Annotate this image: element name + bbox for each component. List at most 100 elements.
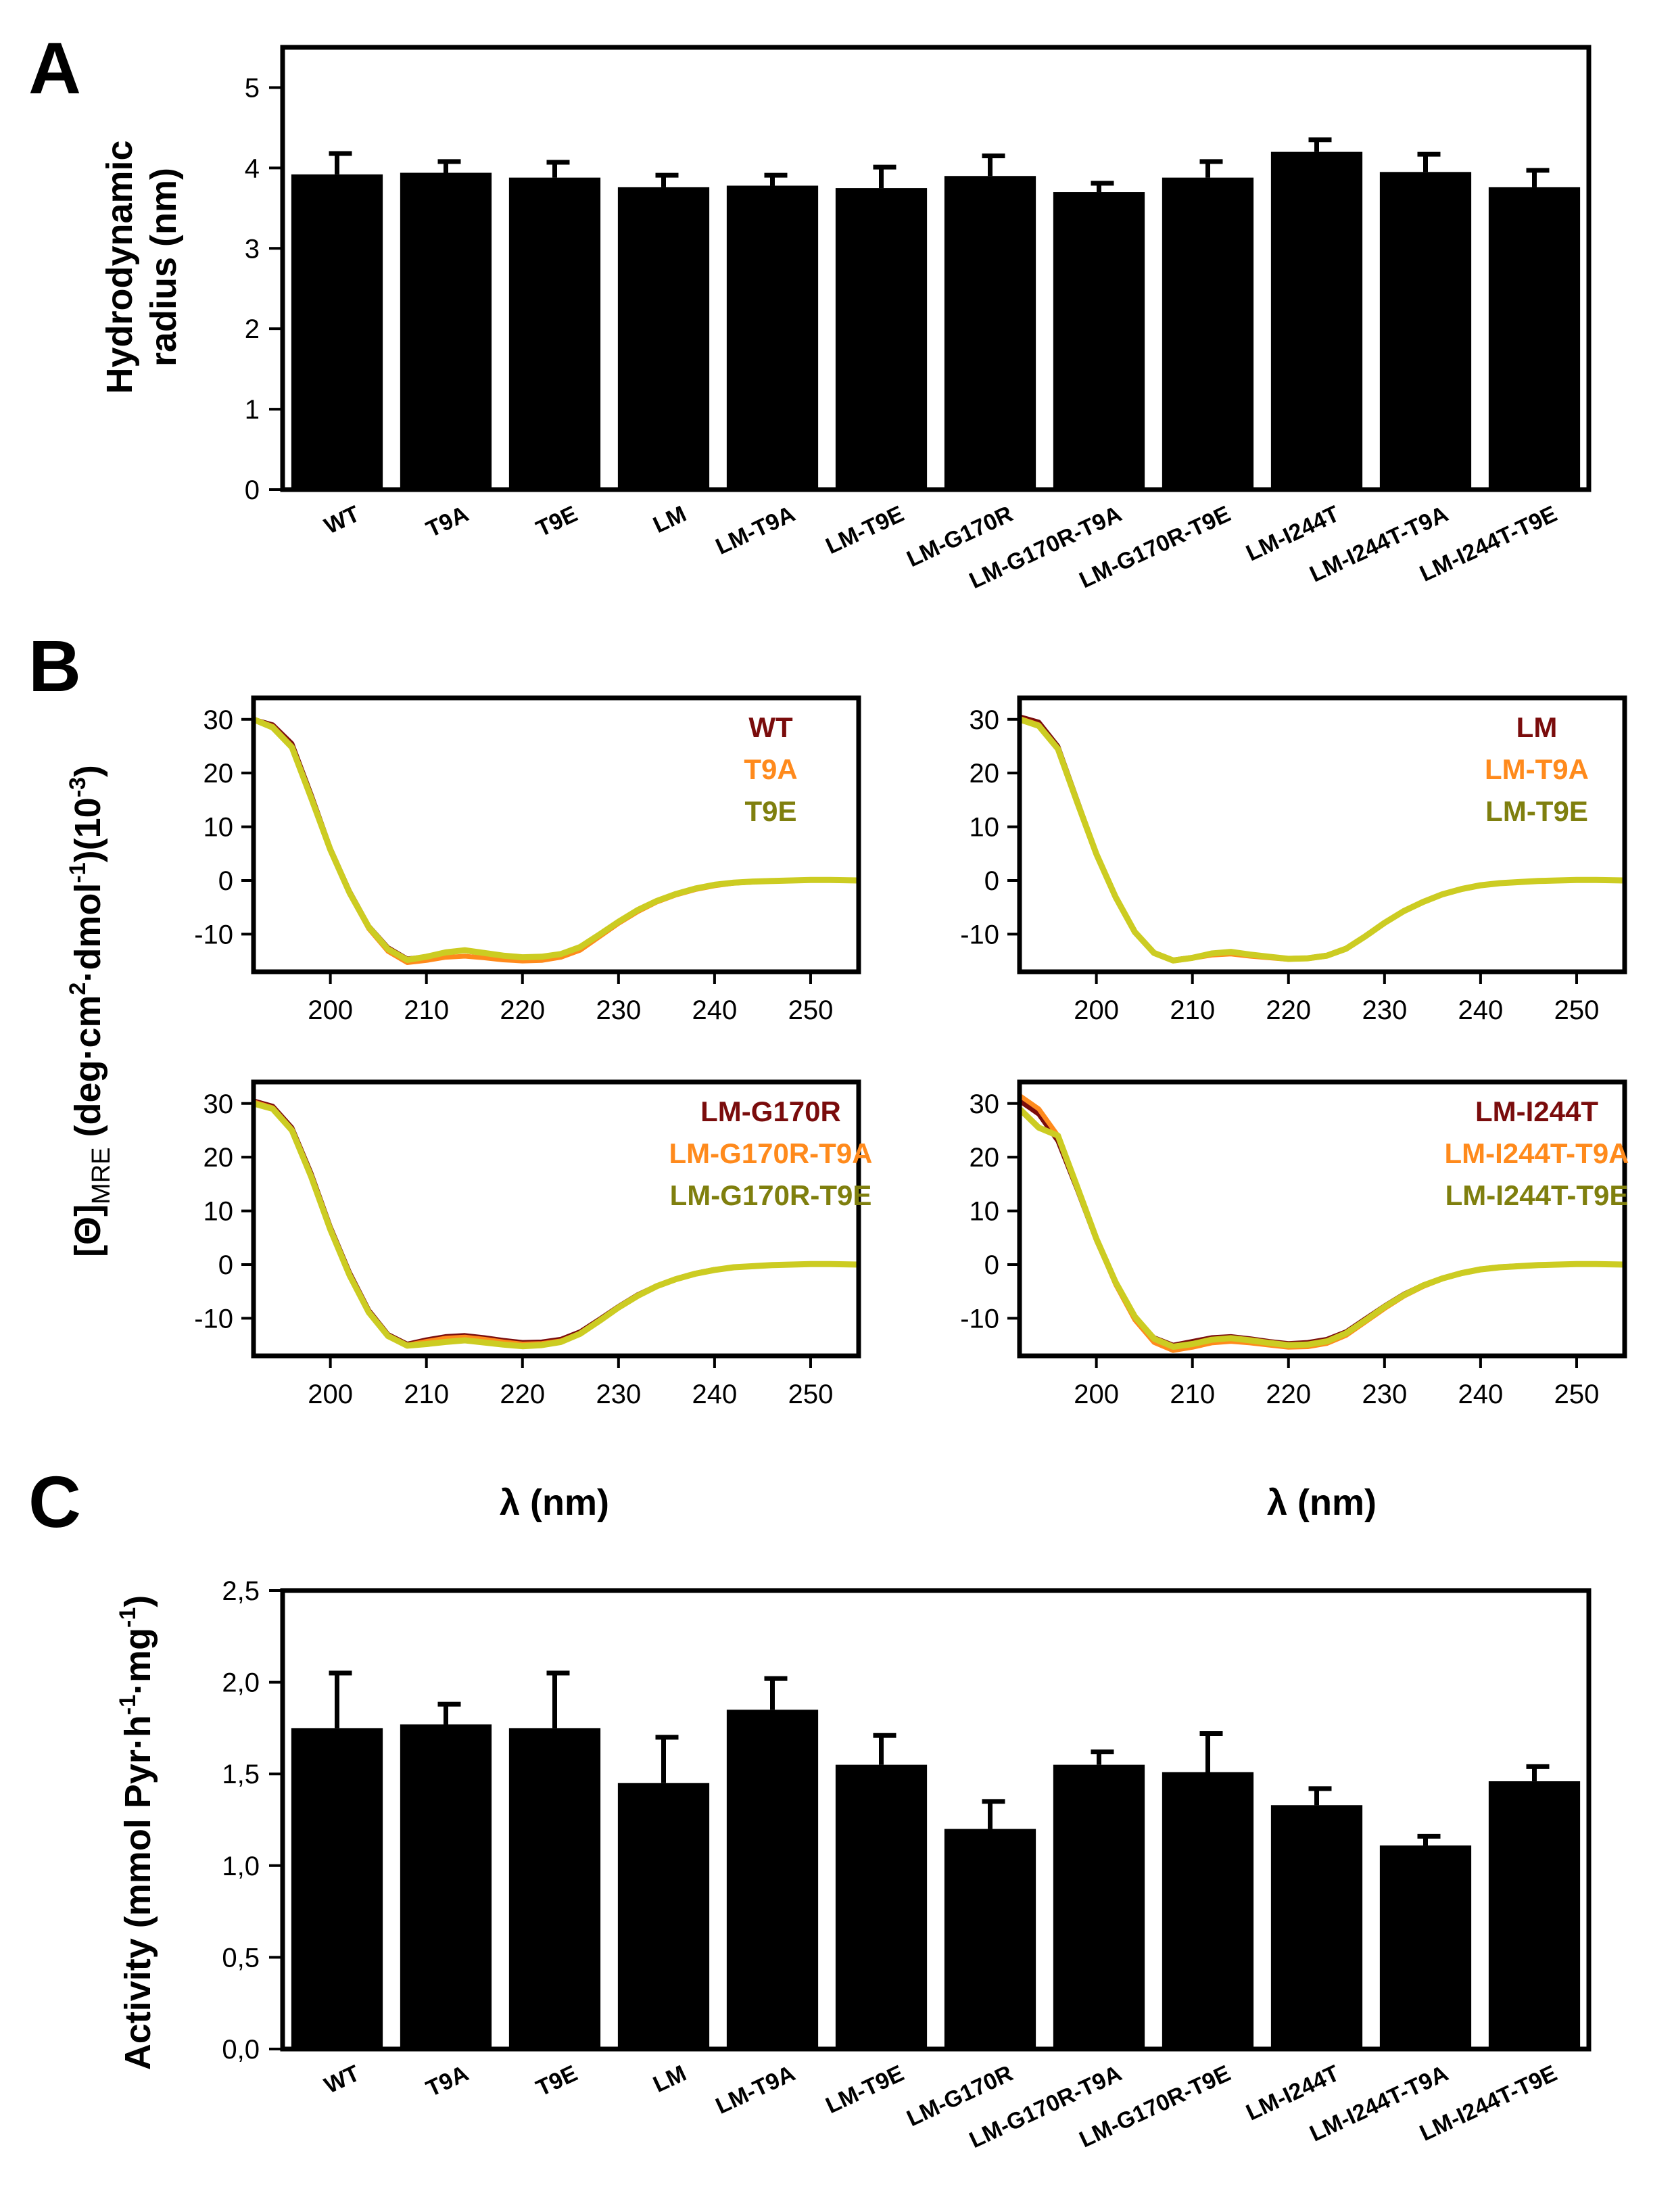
panel-b3-x-tick-label: 240	[692, 1380, 738, 1409]
panel-b2-y-tick-label: 0	[984, 866, 999, 896]
panel-b2-x-tick-label: 200	[1074, 995, 1119, 1025]
panel-b3-frame	[251, 1079, 861, 1359]
panel-b-xlabel-left: λ (nm)	[500, 1482, 609, 1523]
panel-a-bar	[508, 177, 601, 490]
panel-a-y-axis-label: Hydrodynamic radius (nm)	[99, 140, 184, 394]
panel-b2-x-tick-label: 250	[1554, 995, 1600, 1025]
panel-letter-b: B	[28, 625, 81, 707]
panel-b1-x-tick-label: 210	[404, 995, 449, 1025]
panel-c-plot-frame	[280, 1588, 1592, 2052]
panel-a-y-tick-label: 2	[245, 314, 260, 344]
panel-a-bar	[291, 174, 383, 490]
panel-c-category-label: WT	[320, 2061, 364, 2099]
panel-b2-frame	[1017, 695, 1627, 974]
panel-a-y-tick-label: 1	[245, 395, 260, 425]
panel-c-bar	[291, 1728, 383, 2049]
panel-c-y-tick-label: 2,0	[222, 1668, 260, 1698]
panel-b2-x-tick-label: 210	[1170, 995, 1215, 1025]
ylabel-mre-subscript: MRE	[87, 1148, 116, 1204]
panel-c-bar	[1379, 1845, 1472, 2049]
panel-b-subplot-4: 200 210 220 230 240 250 -10 0 10 20 30 LM-I244T LM-I…	[960, 1079, 1629, 1409]
panel-b3-y-tick-label: 10	[204, 1197, 234, 1227]
panel-b1-x-tick-label: 230	[596, 995, 641, 1025]
panel-b-subplot-3: 200 210 220 230 240 250 -10 0 10 20 30 LM-G170R LM-G…	[194, 1079, 873, 1409]
panel-c-y-tick-label: 1,0	[222, 1852, 260, 1881]
panel-a-y-tick-label: 5	[245, 73, 260, 103]
panel-b4-x-tick-label: 210	[1170, 1380, 1215, 1409]
panel-c-bar	[835, 1764, 928, 2049]
panel-b4-legend-entry: LM-I244T-T9E	[1445, 1179, 1629, 1211]
panel-b1-legend-entry: T9E	[744, 795, 796, 827]
panel-a-bar	[400, 172, 492, 490]
panel-c-bar	[1162, 1772, 1254, 2049]
panel-b1-x-tick-label: 220	[500, 995, 545, 1025]
panel-c-bars	[291, 1670, 1581, 2049]
ylabel-unit-4: )	[68, 765, 108, 777]
panel-b1-y-tick-label: 30	[204, 705, 234, 735]
panel-c-bar-chart: Activity (mmol Pyr·h-1·mg-1) 0,00,51,01,…	[115, 1576, 1592, 2153]
panel-c-category-label: LM-T9A	[712, 2061, 799, 2119]
panel-b4-y-tick-label: 0	[984, 1250, 999, 1280]
panel-b3-y-tick-label: 20	[204, 1143, 234, 1173]
panel-b1-legend-entry: WT	[748, 711, 793, 743]
panel-b3-legend-entry: LM-G170R	[700, 1096, 841, 1127]
panel-letter-a: A	[28, 27, 81, 109]
ylabel-theta: [Θ]	[68, 1204, 108, 1257]
ylabel-sup-b: -1	[65, 862, 91, 883]
panel-b4-legend-entry: LM-I244T-T9A	[1444, 1137, 1629, 1169]
panel-c-bar	[726, 1710, 819, 2049]
panel-b1-x-tick-label: 240	[692, 995, 738, 1025]
panel-c-ylabel-main: Activity (mmol Pyr·h	[118, 1715, 158, 2070]
panel-c-bar	[1270, 1805, 1363, 2049]
panel-a-bar	[1379, 172, 1472, 490]
panel-b3-y-tick-label: -10	[194, 1304, 233, 1334]
panel-b3-series-line-3	[254, 1100, 859, 1350]
panel-b2-y-tick-label: 10	[970, 813, 1000, 843]
panel-b4-series-line-3	[1020, 1106, 1625, 1350]
panel-a-ylabel-line1: Hydrodynamic	[99, 140, 140, 394]
panel-a-ylabel-line2: radius (nm)	[143, 168, 184, 367]
panel-b4-y-tick-label: 20	[970, 1143, 1000, 1173]
panel-b-y-axis-label: [Θ]MRE (deg·cm2·dmol-1)(10-3)	[65, 765, 116, 1257]
panel-c-y-axis-label: Activity (mmol Pyr·h-1·mg-1)	[115, 1595, 158, 2071]
panel-c-category-label: T9E	[532, 2061, 581, 2102]
panel-a-plot-frame	[280, 45, 1592, 492]
panel-b4-x-tick-label: 230	[1362, 1380, 1407, 1409]
panel-b-subplot-1: 200 210 220 230 240 250 -10 0 10 20 30 WT T9A T9E	[194, 695, 861, 1025]
panel-b-ylabel: [Θ]MRE (deg·cm2·dmol-1)(10-3)	[65, 765, 116, 1257]
panel-b3-y-tick-label: 30	[204, 1089, 234, 1119]
panel-c-bar	[400, 1724, 492, 2049]
panel-b4-x-tick-label: 200	[1074, 1380, 1119, 1409]
panel-c-category-label: T9A	[423, 2061, 473, 2102]
panel-b3-series-group	[254, 1098, 859, 1350]
panel-a-y-tick-label: 3	[245, 234, 260, 264]
panel-b4-x-tick-label: 240	[1458, 1380, 1504, 1409]
panel-b4-frame	[1017, 1079, 1627, 1359]
panel-b1-y-tick-label: -10	[194, 920, 233, 949]
panel-b-xlabel-right: λ (nm)	[1267, 1482, 1377, 1523]
panel-b2-y-tick-label: 30	[970, 705, 1000, 735]
panel-c-ylabel: Activity (mmol Pyr·h-1·mg-1)	[115, 1595, 158, 2071]
ylabel-unit-1: (deg·cm	[68, 995, 108, 1147]
panel-b2-legend-entry: LM-T9A	[1485, 753, 1589, 785]
panel-b2-legend-entry: LM-T9E	[1485, 795, 1588, 827]
panel-c-category-label: LM-T9E	[822, 2061, 908, 2119]
panel-a-bars	[291, 137, 1581, 490]
panel-a-bar	[1053, 192, 1145, 490]
panel-a-y-ticks: 0 1 2 3 4 5	[245, 73, 283, 505]
panel-b1-x-tick-label: 250	[788, 995, 834, 1025]
panel-b4-y-tick-label: 10	[970, 1197, 1000, 1227]
panel-a-y-tick-label: 0	[245, 475, 260, 505]
panel-b1-x-tick-label: 200	[308, 995, 353, 1025]
panel-a-bar	[944, 176, 1036, 490]
panel-a-bar	[835, 188, 928, 490]
panel-b2-legend-entry: LM	[1516, 711, 1558, 743]
panel-c-y-tick-label: 1,5	[222, 1760, 260, 1789]
panel-b2-x-tick-label: 230	[1362, 995, 1407, 1025]
panel-b2-x-tick-label: 240	[1458, 995, 1504, 1025]
ylabel-unit-2: ·dmol	[68, 883, 108, 983]
panel-a-category-label: LM-T9E	[822, 501, 908, 559]
panel-a-category-label: LM-T9A	[712, 501, 799, 560]
panel-b2-y-tick-label: 20	[970, 759, 1000, 789]
